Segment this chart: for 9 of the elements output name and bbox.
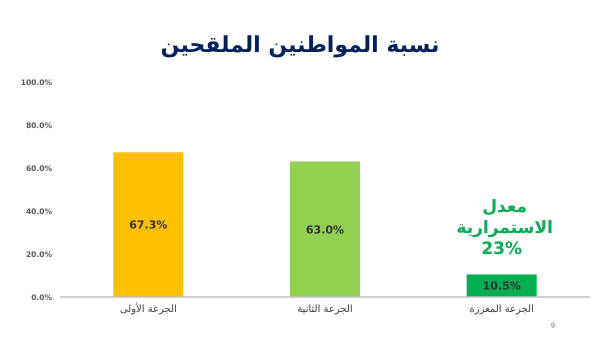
data-label: 10.5%: [482, 280, 521, 293]
x-tick-label: الجرعة الثانية: [297, 304, 353, 315]
chart-title: نسبة المواطنين الملقحين: [160, 33, 440, 58]
x-tick-label: الجرعة المعززة: [470, 304, 534, 315]
bar: [113, 152, 184, 297]
x-tick-label: الجرعة الأولى: [120, 302, 177, 315]
data-label: 67.3%: [129, 218, 168, 232]
bar: [290, 162, 360, 297]
data-label: 63.0%: [306, 223, 344, 236]
